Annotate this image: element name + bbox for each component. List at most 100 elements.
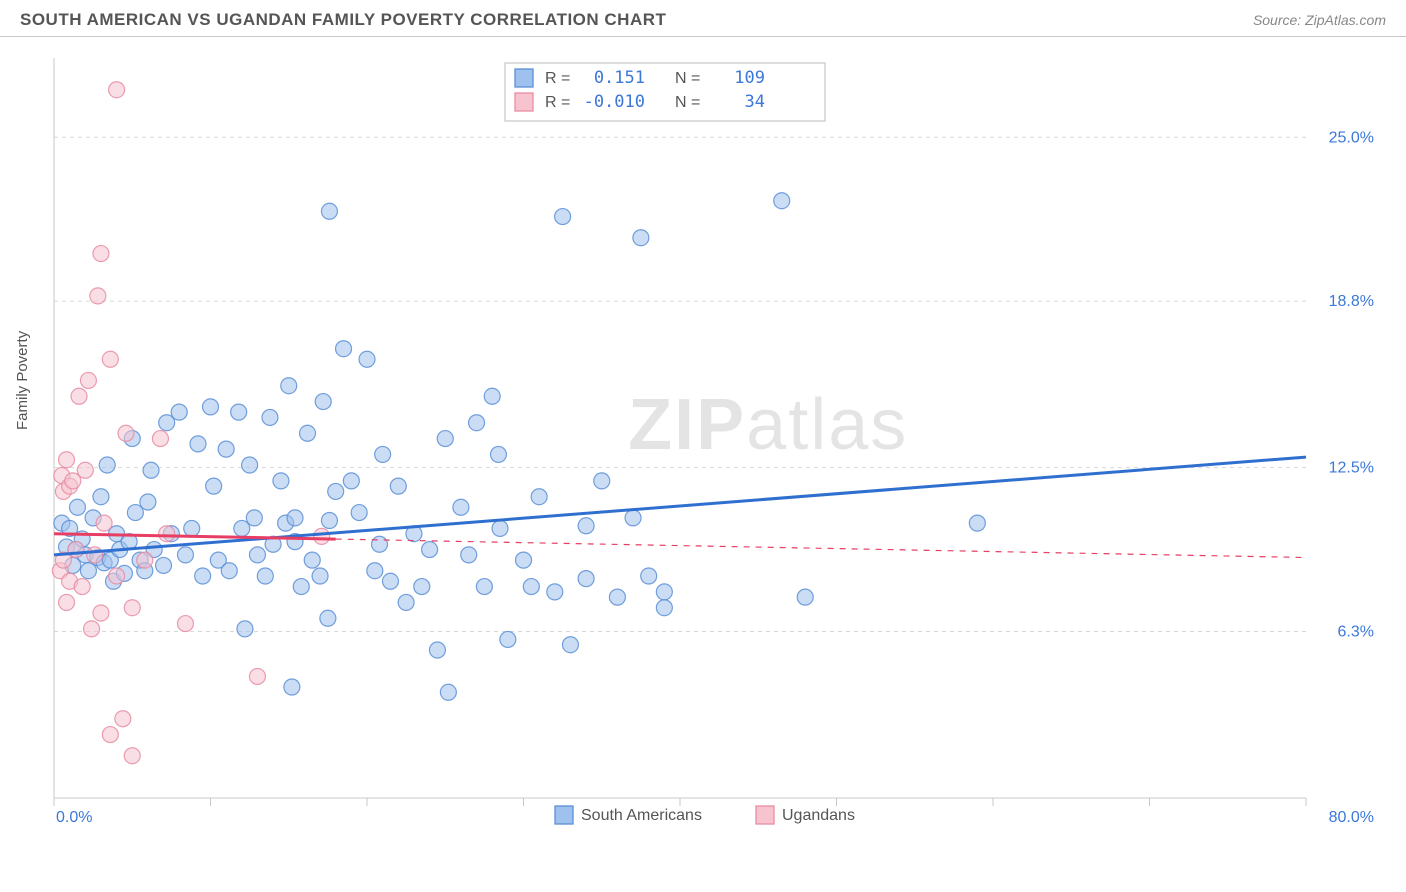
data-point [59, 594, 75, 610]
source-attribution: Source: ZipAtlas.com [1253, 12, 1386, 28]
data-point [609, 589, 625, 605]
data-point [351, 505, 367, 521]
data-point [102, 351, 118, 367]
x-max-label: 80.0% [1329, 809, 1374, 826]
data-point [300, 425, 316, 441]
data-point [461, 547, 477, 563]
data-point [774, 193, 790, 209]
data-point [96, 515, 112, 531]
data-point [500, 631, 516, 647]
data-point [320, 610, 336, 626]
data-point [476, 579, 492, 595]
data-point [159, 526, 175, 542]
stats-n-value: 109 [734, 68, 765, 88]
data-point [93, 246, 109, 262]
data-point [69, 499, 85, 515]
source-label: Source: [1253, 12, 1305, 28]
data-point [414, 579, 430, 595]
data-point [249, 668, 265, 684]
data-point [152, 431, 168, 447]
data-point [84, 621, 100, 637]
data-point [124, 748, 140, 764]
data-point [367, 563, 383, 579]
stats-r-value: -0.010 [584, 92, 645, 112]
stats-r-label: R = [545, 94, 570, 111]
data-point [641, 568, 657, 584]
data-point [156, 557, 172, 573]
data-point [143, 462, 159, 478]
legend-label: Ugandans [782, 807, 855, 824]
legend-label: South Americans [581, 807, 702, 824]
stats-r-label: R = [545, 70, 570, 87]
data-point [273, 473, 289, 489]
data-point [797, 589, 813, 605]
chart-title: SOUTH AMERICAN VS UGANDAN FAMILY POVERTY… [20, 10, 666, 30]
data-point [93, 605, 109, 621]
data-point [109, 568, 125, 584]
data-point [80, 372, 96, 388]
data-point [77, 462, 93, 478]
data-point [516, 552, 532, 568]
plot-area: 6.3%12.5%18.8%25.0%ZIPatlas0.0%80.0%Sout… [50, 48, 1380, 838]
data-point [656, 600, 672, 616]
data-point [203, 399, 219, 415]
data-point [492, 520, 508, 536]
data-point [429, 642, 445, 658]
data-point [237, 621, 253, 637]
bottom-legend: South Americans Ugandans [555, 806, 855, 824]
data-point [118, 425, 134, 441]
data-point [359, 351, 375, 367]
data-point [221, 563, 237, 579]
stats-n-label: N = [675, 94, 700, 111]
trendline-solid [54, 457, 1306, 555]
scatter-chart: 6.3%12.5%18.8%25.0%ZIPatlas0.0%80.0%Sout… [50, 48, 1380, 838]
data-point [578, 518, 594, 534]
stats-swatch [515, 69, 533, 87]
data-point [315, 394, 331, 410]
data-point [115, 711, 131, 727]
data-point [382, 573, 398, 589]
chart-header: SOUTH AMERICAN VS UGANDAN FAMILY POVERTY… [0, 0, 1406, 37]
x-min-label: 0.0% [56, 809, 92, 826]
data-point [328, 483, 344, 499]
data-point [562, 637, 578, 653]
data-point [422, 542, 438, 558]
data-point [195, 568, 211, 584]
data-point [262, 409, 278, 425]
data-point [190, 436, 206, 452]
data-point [625, 510, 641, 526]
stats-n-label: N = [675, 70, 700, 87]
data-point [74, 579, 90, 595]
y-axis-label: Family Poverty [14, 331, 31, 430]
data-point [437, 431, 453, 447]
data-point [124, 600, 140, 616]
data-point [343, 473, 359, 489]
y-tick-label: 12.5% [1329, 460, 1374, 477]
data-point [257, 568, 273, 584]
stats-swatch [515, 93, 533, 111]
data-point [321, 513, 337, 529]
legend-swatch [555, 806, 573, 824]
data-point [99, 457, 115, 473]
data-point [59, 452, 75, 468]
data-point [171, 404, 187, 420]
data-point [578, 571, 594, 587]
data-point [206, 478, 222, 494]
data-point [102, 727, 118, 743]
data-point [398, 594, 414, 610]
stats-r-value: 0.151 [594, 68, 645, 88]
data-point [281, 378, 297, 394]
source-value: ZipAtlas.com [1305, 12, 1386, 28]
data-point [287, 510, 303, 526]
data-point [321, 203, 337, 219]
data-point [246, 510, 262, 526]
data-point [177, 547, 193, 563]
data-point [531, 489, 547, 505]
data-point [312, 568, 328, 584]
y-tick-label: 6.3% [1338, 624, 1374, 641]
legend-swatch [756, 806, 774, 824]
data-point [336, 341, 352, 357]
data-point [390, 478, 406, 494]
data-point [372, 536, 388, 552]
data-point [242, 457, 258, 473]
